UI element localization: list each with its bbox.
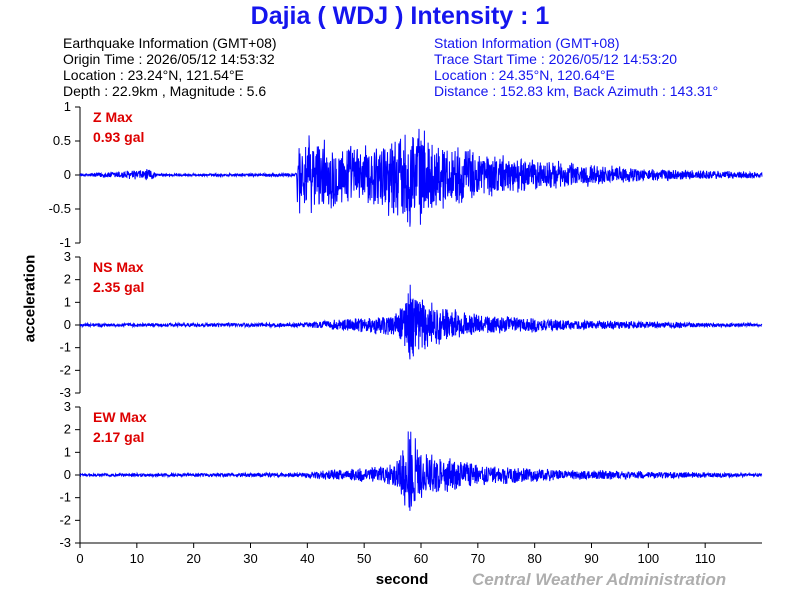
max-value-ns: 2.35 gal: [93, 279, 144, 295]
max-title-z: Z Max: [93, 109, 133, 125]
y-tick-label-ns: -3: [59, 385, 71, 400]
x-tick-label: 20: [186, 551, 200, 566]
x-tick-label: 0: [76, 551, 83, 566]
y-tick-label-z: -0.5: [49, 201, 71, 216]
x-tick-label: 30: [243, 551, 257, 566]
y-tick-label-ew: 2: [64, 422, 71, 437]
trace-start-time: Trace Start Time : 2026/05/12 14:53:20: [434, 51, 678, 67]
station-info: Station Information (GMT+08) Trace Start…: [434, 35, 718, 99]
max-title-ew: EW Max: [93, 409, 147, 425]
y-tick-label-ns: -2: [59, 362, 71, 377]
y-tick-label-ns: 0: [64, 317, 71, 332]
x-tick-label: 60: [414, 551, 428, 566]
y-tick-label-z: -1: [59, 235, 71, 250]
y-tick-label-ew: 3: [64, 399, 71, 414]
x-tick-label: 70: [471, 551, 485, 566]
max-value-z: 0.93 gal: [93, 129, 144, 145]
depth-magnitude: Depth : 22.9km , Magnitude : 5.6: [63, 83, 267, 99]
y-tick-label-ew: -3: [59, 535, 71, 550]
x-tick-label: 50: [357, 551, 371, 566]
earthquake-location: Location : 23.24°N, 121.54°E: [63, 67, 244, 83]
x-tick-label: 90: [584, 551, 598, 566]
y-tick-label-ns: -1: [59, 340, 71, 355]
y-tick-label-ew: -1: [59, 490, 71, 505]
origin-time: Origin Time : 2026/05/12 14:53:32: [63, 51, 275, 67]
y-tick-label-ns: 1: [64, 294, 71, 309]
y-axis-label: acceleration: [21, 254, 39, 343]
y-tick-label-z: 0.5: [53, 133, 71, 148]
earthquake-heading: Earthquake Information (GMT+08): [63, 35, 277, 51]
x-tick-label: 10: [130, 551, 144, 566]
y-tick-label-ew: -2: [59, 512, 71, 527]
station-location: Location : 24.35°N, 120.64°E: [434, 67, 615, 83]
y-tick-label-z: 1: [64, 99, 71, 114]
y-tick-label-z: 0: [64, 167, 71, 182]
trace-z: [79, 128, 763, 227]
distance-azimuth: Distance : 152.83 km, Back Azimuth : 143…: [434, 83, 719, 99]
x-tick-label: 110: [695, 551, 716, 566]
x-axis-label: second: [375, 571, 429, 588]
max-value-ew: 2.17 gal: [93, 429, 144, 445]
x-tick-label: 40: [300, 551, 314, 566]
max-title-ns: NS Max: [93, 259, 144, 275]
y-tick-label-ns: 2: [64, 272, 71, 287]
chart-title: Dajia ( WDJ ) Intensity : 1: [250, 2, 550, 30]
earthquake-info: Earthquake Information (GMT+08) Origin T…: [63, 35, 277, 99]
station-heading: Station Information (GMT+08): [434, 35, 620, 51]
trace-ns: [79, 284, 763, 360]
y-tick-label-ew: 1: [64, 444, 71, 459]
x-tick-label: 80: [527, 551, 541, 566]
y-tick-label-ew: 0: [64, 467, 71, 482]
credit-text: Central Weather Administration: [472, 570, 727, 589]
trace-ew: [79, 431, 763, 511]
x-tick-label: 100: [637, 551, 659, 566]
y-tick-label-ns: 3: [64, 249, 71, 264]
